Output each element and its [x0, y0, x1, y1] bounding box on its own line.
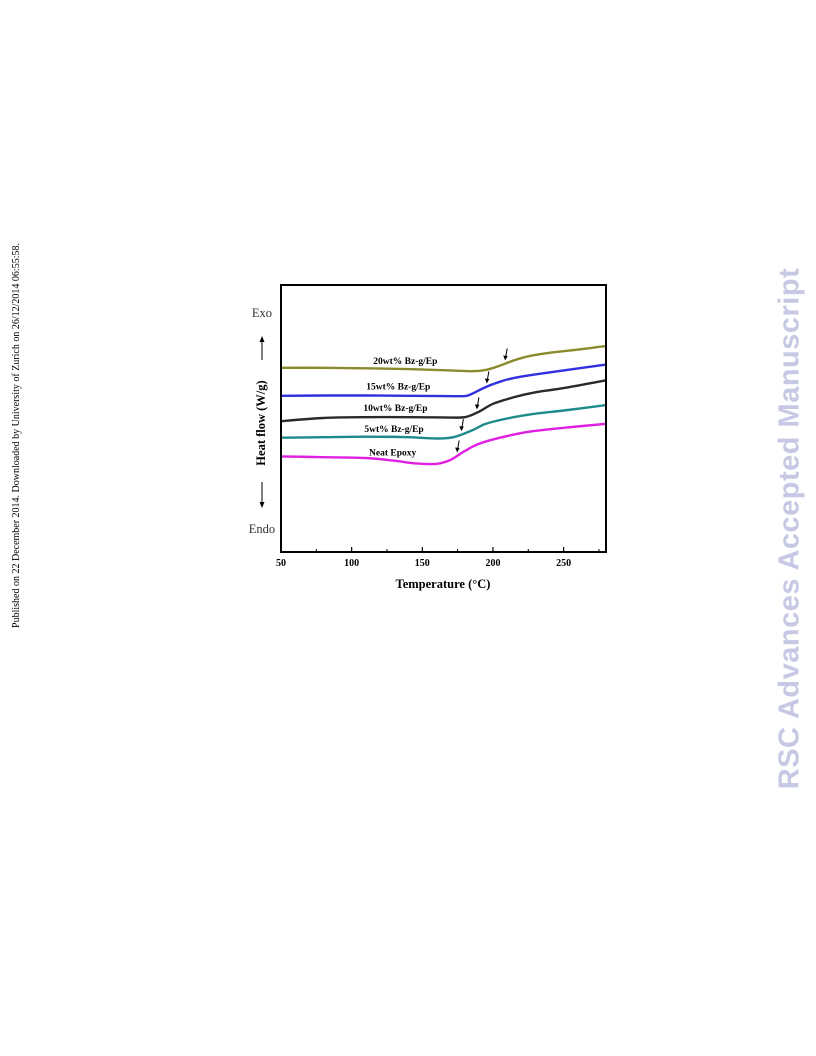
series-label-5wt-bz-g-ep: 5wt% Bz-g/Ep: [364, 425, 423, 435]
series-line-20wt-bz-g-ep: [280, 344, 607, 373]
series-label-10wt-bz-g-ep: 10wt% Bz-g/Ep: [363, 404, 427, 414]
tg-arrow-icon-neat-epoxy: [455, 440, 460, 453]
endo-label: Endo: [249, 522, 275, 536]
publication-note-text: Published on 22 December 2014. Downloade…: [10, 242, 22, 628]
x-axis: 50 100 150 200 250: [276, 547, 600, 569]
series-line-15wt-bz-g-ep: [280, 363, 607, 398]
y-axis-label: Heat flow (W/g): [254, 380, 268, 465]
plot-frame: [280, 284, 607, 553]
series-line-5wt-bz-g-ep: [280, 403, 607, 440]
endo-arrow-icon: [259, 482, 265, 508]
dsc-chart: 20wt% Bz-g/Ep 15wt% Bz-g/Ep 10wt% Bz-g/Ep 5…: [238, 270, 616, 600]
watermark-text: RSC Advances Accepted Manuscript: [773, 267, 806, 789]
marker-layer: 20wt% Bz-g/Ep 15wt% Bz-g/Ep 10wt% Bz-g/Ep 5…: [363, 348, 508, 459]
exo-label: Exo: [252, 306, 272, 320]
tg-arrow-icon-5wt-bz-g-ep: [459, 419, 464, 432]
series-label-neat-epoxy: Neat Epoxy: [369, 449, 416, 459]
series-line-neat-epoxy: [280, 422, 607, 466]
x-tick-label-250: 250: [556, 558, 571, 569]
tg-arrow-icon-15wt-bz-g-ep: [484, 371, 490, 384]
series-label-20wt-bz-g-ep: 20wt% Bz-g/Ep: [373, 357, 437, 367]
journal-watermark: RSC Advances Accepted Manuscript: [770, 248, 810, 808]
series-line-10wt-bz-g-ep: [280, 379, 607, 423]
x-tick-label-200: 200: [485, 558, 500, 569]
series-layer: [280, 344, 607, 466]
x-axis-label: Temperature (°C): [396, 577, 491, 591]
exo-arrow-icon: [259, 336, 265, 360]
dsc-figure: 20wt% Bz-g/Ep 15wt% Bz-g/Ep 10wt% Bz-g/Ep 5…: [238, 270, 616, 600]
figure-background: [238, 270, 616, 600]
publication-note: Published on 22 December 2014. Downloade…: [9, 230, 23, 640]
x-tick-label-100: 100: [344, 558, 359, 569]
x-tick-label-50: 50: [276, 558, 286, 569]
series-label-15wt-bz-g-ep: 15wt% Bz-g/Ep: [366, 383, 430, 393]
x-tick-label-150: 150: [415, 558, 430, 569]
tg-arrow-icon-10wt-bz-g-ep: [474, 397, 480, 410]
tg-arrow-icon-20wt-bz-g-ep: [503, 348, 508, 361]
